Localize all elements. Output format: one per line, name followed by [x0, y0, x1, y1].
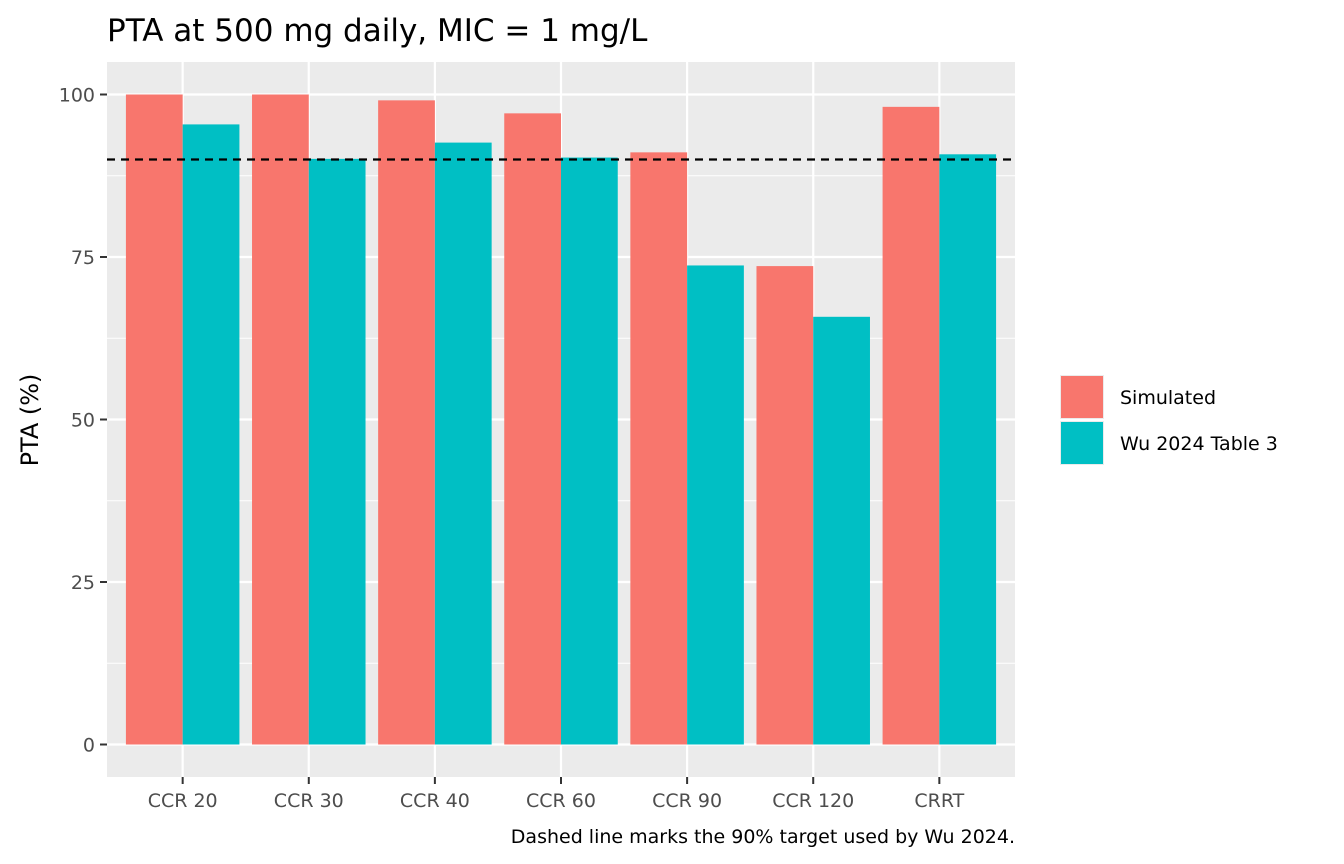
x-tick-label: CCR 20 [148, 790, 218, 812]
legend-label: Wu 2024 Table 3 [1120, 433, 1278, 455]
bar-wu-2024-2 [308, 158, 366, 745]
bar-simulated-3 [378, 100, 435, 745]
bar-simulated-6 [756, 266, 814, 745]
y-axis: 0 25 50 75 100 [59, 85, 107, 757]
bar-simulated-7 [882, 106, 940, 745]
bar-wu-2024-7 [939, 154, 997, 745]
bars [125, 94, 997, 745]
bar-wu-2024-5 [687, 265, 744, 745]
bar-wu-2024-6 [813, 316, 870, 745]
x-tick-label: CCR 30 [274, 790, 344, 812]
chart-title: PTA at 500 mg daily, MIC = 1 mg/L [107, 13, 648, 49]
x-tick-label: CCR 60 [526, 790, 596, 812]
y-axis-label: PTA (%) [16, 374, 44, 467]
bar-wu-2024-4 [561, 157, 618, 745]
bar-simulated-2 [252, 94, 309, 745]
chart-caption: Dashed line marks the 90% target used by… [511, 826, 1015, 848]
bar-simulated-4 [504, 113, 561, 745]
bar-simulated-1 [125, 94, 183, 745]
x-tick-label: CCR 40 [400, 790, 470, 812]
x-tick-label: CRRT [914, 790, 964, 812]
y-tick-label: 75 [71, 247, 95, 269]
bar-wu-2024-3 [434, 142, 492, 745]
x-tick-label: CCR 90 [652, 790, 722, 812]
y-tick-label: 50 [71, 410, 95, 432]
y-tick-label: 0 [83, 735, 95, 757]
bar-simulated-5 [630, 152, 688, 745]
bar-wu-2024-1 [182, 124, 240, 745]
legend-swatch [1061, 422, 1103, 464]
y-tick-label: 100 [59, 85, 95, 107]
legend-label: Simulated [1120, 387, 1216, 409]
y-tick-label: 25 [71, 572, 95, 594]
legend-swatch [1061, 376, 1103, 418]
legend: Simulated Wu 2024 Table 3 [1060, 375, 1278, 465]
x-axis: CCR 20 CCR 30 CCR 40 CCR 60 CCR 90 CCR 120 CRR… [148, 777, 965, 812]
x-tick-label: CCR 120 [772, 790, 854, 812]
